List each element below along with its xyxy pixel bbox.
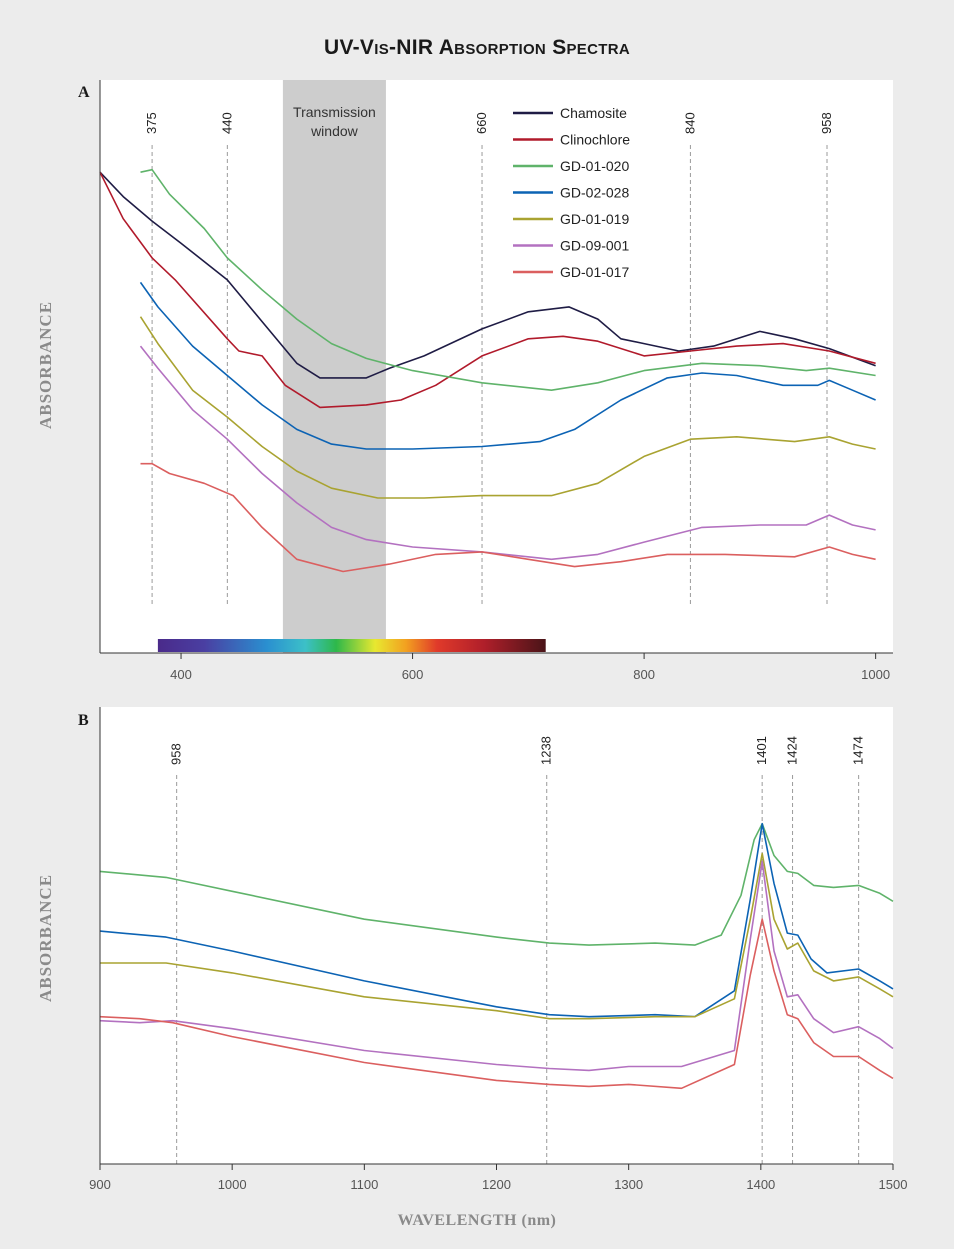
legend-label-gd-01-020: GD-01-020: [560, 158, 629, 174]
marker-label-840: 840: [682, 112, 697, 134]
panel-b-series-line-gd-01-019: [100, 852, 894, 1020]
panel-b-tick-label-900: 900: [89, 1177, 111, 1192]
series-line-clinochlore: [99, 171, 876, 409]
panel-b-series-line-gd-02-028: [99, 822, 894, 1018]
panel-b-tick-label-1200: 1200: [482, 1177, 511, 1192]
panel-b-marker-label-1424: 1424: [785, 736, 800, 765]
series-line-gd-01-020: [140, 168, 876, 391]
panel-b-tick-label-1300: 1300: [614, 1177, 643, 1192]
transmission-window-band: [282, 80, 386, 653]
series-line-gd-01-017: [140, 462, 876, 573]
transmission-window-label-2: window: [310, 123, 359, 139]
panel-b-series-line-gd-01-020: [99, 822, 894, 946]
series-line-gd-02-028: [139, 281, 876, 450]
legend-label-chamosite: Chamosite: [560, 105, 627, 121]
visible-spectrum-bar: [157, 639, 546, 652]
panel-a-tick-label-600: 600: [402, 667, 424, 682]
panel-b-series-line-gd-09-001: [99, 860, 894, 1072]
legend-label-gd-02-028: GD-02-028: [560, 185, 629, 201]
transmission-window-label: Transmission: [293, 104, 376, 120]
panel-b-marker-label-958: 958: [169, 743, 184, 765]
legend-label-clinochlore: Clinochlore: [560, 132, 630, 148]
panel-b-tick-label-1500: 1500: [879, 1177, 908, 1192]
panel-b-tick-label-1400: 1400: [746, 1177, 775, 1192]
panel-b-tick-label-1000: 1000: [218, 1177, 247, 1192]
panel-b-series-line-gd-01-017: [99, 918, 894, 1090]
series-line-gd-01-019: [139, 316, 876, 499]
panel-a-tick-label-800: 800: [633, 667, 655, 682]
panel-b-plot-area: [100, 707, 893, 1164]
panel-b-letter: B: [78, 712, 89, 729]
panel-b-marker-label-1474: 1474: [851, 736, 866, 765]
chart-title: UV-Vis-NIR Absorption Spectra: [324, 36, 630, 59]
panel-b-marker-label-1401: 1401: [754, 736, 769, 765]
marker-label-958: 958: [819, 112, 834, 134]
panel-b-marker-label-1238: 1238: [539, 736, 554, 765]
marker-label-375: 375: [144, 112, 159, 134]
marker-label-660: 660: [474, 112, 489, 134]
legend-label-gd-01-017: GD-01-017: [560, 264, 629, 280]
legend-label-gd-01-019: GD-01-019: [560, 211, 629, 227]
x-axis-label: WAVELENGTH (nm): [397, 1212, 557, 1229]
legend-label-gd-09-001: GD-09-001: [560, 238, 629, 254]
panel-a-letter: A: [78, 84, 90, 101]
marker-label-440: 440: [219, 112, 234, 134]
panel-a-tick-label-1000: 1000: [861, 667, 890, 682]
series-line-chamosite: [99, 171, 876, 379]
panel-a-tick-label-400: 400: [170, 667, 192, 682]
panel-b-tick-label-1100: 1100: [350, 1177, 378, 1192]
